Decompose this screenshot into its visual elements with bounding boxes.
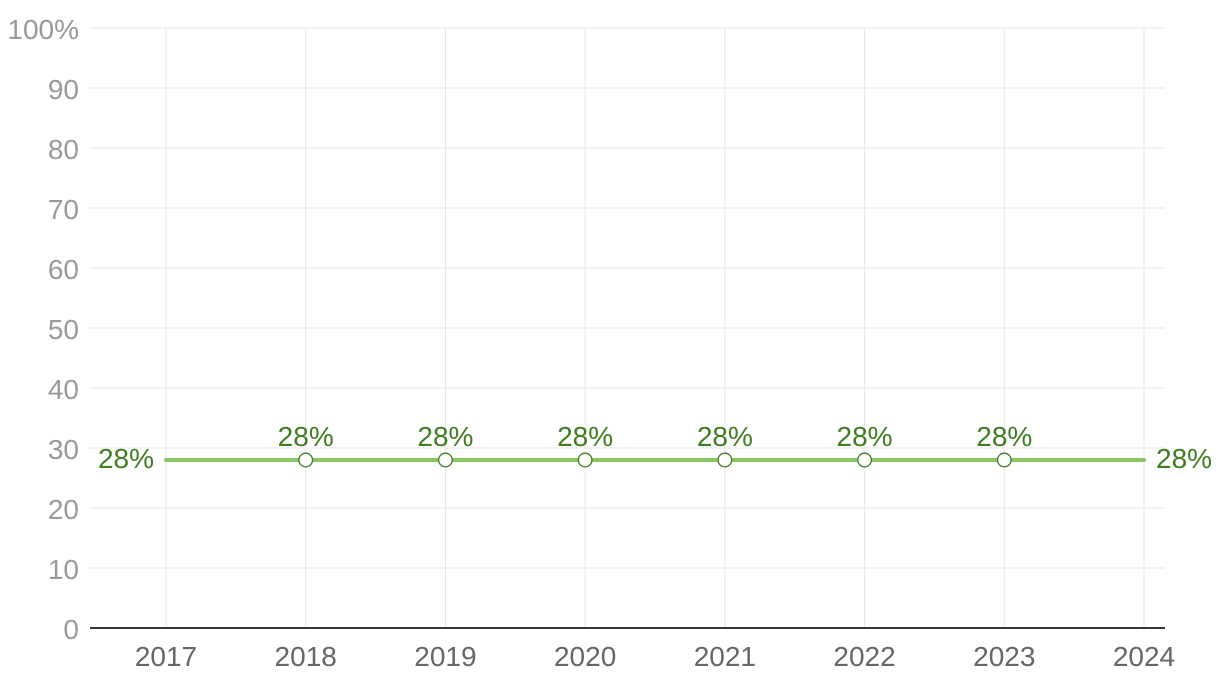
svg-text:0: 0 — [63, 614, 79, 645]
svg-text:2018: 2018 — [275, 641, 337, 672]
svg-text:2019: 2019 — [414, 641, 476, 672]
svg-text:2024: 2024 — [1113, 641, 1175, 672]
svg-text:28%: 28% — [417, 421, 473, 452]
svg-text:28%: 28% — [976, 421, 1032, 452]
svg-text:20: 20 — [48, 494, 79, 525]
svg-text:28%: 28% — [98, 443, 154, 474]
svg-text:40: 40 — [48, 374, 79, 405]
svg-text:30: 30 — [48, 434, 79, 465]
svg-text:28%: 28% — [1156, 443, 1212, 474]
svg-text:90: 90 — [48, 74, 79, 105]
svg-text:60: 60 — [48, 254, 79, 285]
svg-text:28%: 28% — [837, 421, 893, 452]
svg-text:100%: 100% — [7, 14, 79, 45]
svg-text:28%: 28% — [557, 421, 613, 452]
svg-text:28%: 28% — [697, 421, 753, 452]
svg-text:2022: 2022 — [833, 641, 895, 672]
svg-text:80: 80 — [48, 134, 79, 165]
svg-text:2017: 2017 — [135, 641, 197, 672]
svg-text:10: 10 — [48, 554, 79, 585]
svg-text:70: 70 — [48, 194, 79, 225]
svg-text:2021: 2021 — [694, 641, 756, 672]
svg-text:28%: 28% — [278, 421, 334, 452]
svg-text:2020: 2020 — [554, 641, 616, 672]
svg-text:2023: 2023 — [973, 641, 1035, 672]
svg-text:50: 50 — [48, 314, 79, 345]
